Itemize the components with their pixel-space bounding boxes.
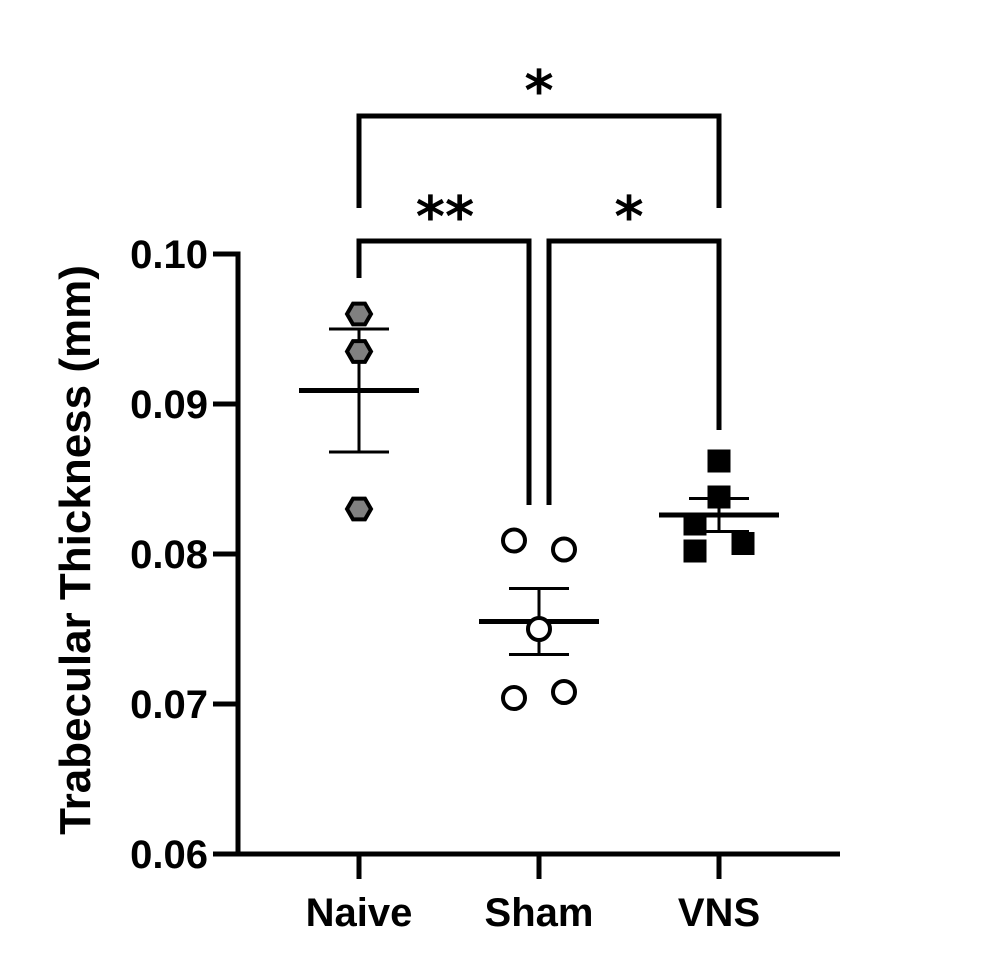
data-point-vns bbox=[683, 539, 707, 563]
significance-bracket bbox=[546, 238, 722, 505]
x-tick-label: VNS bbox=[678, 891, 760, 935]
x-tick-label: Naive bbox=[306, 891, 413, 935]
y-tick-label: 0.06 bbox=[130, 833, 208, 877]
y-tick-label: 0.08 bbox=[130, 533, 208, 577]
data-point-vns bbox=[683, 512, 707, 536]
data-point-vns bbox=[707, 449, 731, 473]
data-point-sham bbox=[501, 527, 527, 554]
significance-brackets: *** * bbox=[356, 59, 722, 505]
data-points bbox=[344, 301, 755, 711]
y-axis-label: Trabecular Thickness (mm) bbox=[51, 265, 100, 835]
error-bars bbox=[299, 327, 779, 656]
data-point-sham bbox=[551, 679, 577, 705]
significance-bracket bbox=[356, 238, 532, 505]
data-point-vns bbox=[707, 485, 731, 509]
data-point-sham bbox=[526, 616, 552, 642]
significance-label: ** bbox=[416, 185, 475, 250]
data-point-sham bbox=[501, 685, 527, 711]
y-tick-label: 0.09 bbox=[130, 383, 208, 427]
y-tick-label: 0.10 bbox=[130, 233, 208, 277]
data-point-naive bbox=[344, 301, 374, 327]
significance-label: * bbox=[614, 185, 643, 250]
axes: 0.06 0.07 0.08 0.09 0.10 Naive Sham VNS bbox=[130, 233, 840, 935]
data-point-naive bbox=[344, 496, 374, 522]
data-point-sham bbox=[551, 536, 577, 563]
data-point-vns bbox=[731, 532, 755, 555]
y-tick-label: 0.07 bbox=[130, 683, 208, 727]
x-tick-label: Sham bbox=[485, 891, 594, 935]
significance-label: * bbox=[524, 59, 553, 124]
data-point-naive bbox=[344, 339, 374, 364]
significance-bracket bbox=[356, 113, 722, 208]
